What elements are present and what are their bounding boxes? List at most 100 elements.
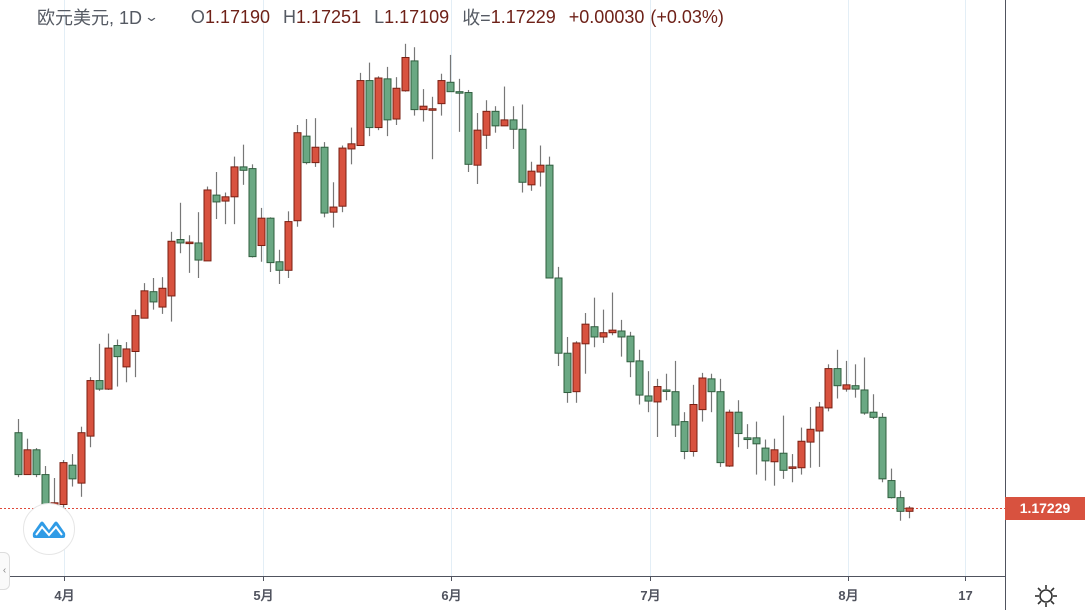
candle [698, 372, 707, 422]
scroll-left-handle[interactable]: ‹ [0, 552, 10, 590]
candle-body [707, 378, 716, 393]
candle [491, 106, 500, 133]
candle-body [509, 119, 518, 130]
candle-body [842, 384, 851, 390]
candle [662, 373, 671, 401]
candle-body [788, 466, 797, 469]
candle [104, 333, 113, 390]
candle-body [428, 108, 437, 111]
candle [518, 104, 527, 193]
candle [473, 113, 482, 184]
candle-body [230, 166, 239, 198]
candle [149, 278, 158, 310]
candle [347, 127, 356, 165]
candle [833, 349, 842, 399]
candle [374, 76, 383, 131]
candle-body [869, 411, 878, 418]
candle [689, 384, 698, 457]
candle [482, 100, 491, 149]
candle [320, 142, 329, 218]
logo-icon[interactable] [23, 503, 75, 555]
candle [788, 454, 797, 483]
candle [131, 309, 140, 378]
candle [554, 266, 563, 367]
candle-body [257, 217, 266, 247]
time-axis[interactable]: 4月 5月 6月 7月 8月 17 [54, 577, 973, 603]
candle-body [608, 329, 617, 334]
candle [572, 341, 581, 403]
candle [815, 401, 824, 467]
candle [356, 72, 365, 147]
candle-body [59, 462, 68, 505]
candle-body [95, 380, 104, 390]
candle [644, 371, 653, 413]
candle-body [500, 119, 509, 127]
candle [77, 426, 86, 497]
candle-body [446, 81, 455, 93]
high-value: 1.17251 [296, 6, 362, 27]
candle [500, 86, 509, 127]
candle [266, 217, 275, 273]
candle-body [266, 217, 275, 264]
candle-body [275, 261, 284, 271]
candle-body [590, 326, 599, 338]
candle-body [662, 389, 671, 392]
candle-body [131, 315, 140, 353]
candle [257, 207, 266, 262]
candle-body [68, 464, 77, 480]
candle [797, 427, 806, 475]
candle [410, 47, 419, 116]
candle-body [725, 411, 734, 467]
candle-body [158, 287, 167, 308]
candle-body [716, 391, 725, 464]
chevron-down-icon[interactable]: ⌄ [143, 9, 160, 24]
candle [329, 182, 338, 228]
candle-body [104, 347, 113, 390]
candle [140, 283, 149, 319]
candle [284, 211, 293, 278]
candle [59, 460, 68, 508]
candle-body [248, 168, 257, 258]
candle-body [896, 497, 905, 512]
candle [581, 313, 590, 374]
candle-body [878, 416, 887, 480]
candle [203, 186, 212, 262]
candle [221, 192, 230, 225]
candle [869, 394, 878, 420]
candle-body [626, 335, 635, 363]
candle-body [482, 110, 491, 136]
candle-body [833, 368, 842, 387]
candle-body [851, 385, 860, 390]
candle-body [203, 189, 212, 262]
candle [752, 421, 761, 475]
candle-body [527, 170, 536, 186]
candle-body [887, 480, 896, 499]
candle [95, 343, 104, 391]
candle [716, 378, 725, 467]
candle [770, 438, 779, 486]
candle [725, 409, 734, 467]
x-tick-label: 8月 [838, 588, 858, 603]
candle-body [563, 352, 572, 394]
grid-lines [64, 0, 966, 576]
candle-body [212, 194, 221, 203]
candle [743, 424, 752, 449]
candle-body [905, 507, 914, 512]
candle-body [239, 166, 248, 171]
candle [608, 292, 617, 336]
candle [851, 364, 860, 398]
candle-body [86, 380, 95, 437]
candle [896, 490, 905, 521]
candle [842, 360, 851, 392]
settings-gear-icon[interactable] [1034, 584, 1058, 608]
candle-body [338, 147, 347, 207]
candle-body [518, 128, 527, 183]
candle [419, 89, 428, 122]
candle-body [761, 447, 770, 462]
candle [248, 164, 257, 258]
candle [338, 145, 347, 213]
candle-body [14, 432, 23, 476]
candle [302, 119, 311, 165]
symbol-label[interactable]: 欧元美元, 1D [37, 8, 143, 28]
